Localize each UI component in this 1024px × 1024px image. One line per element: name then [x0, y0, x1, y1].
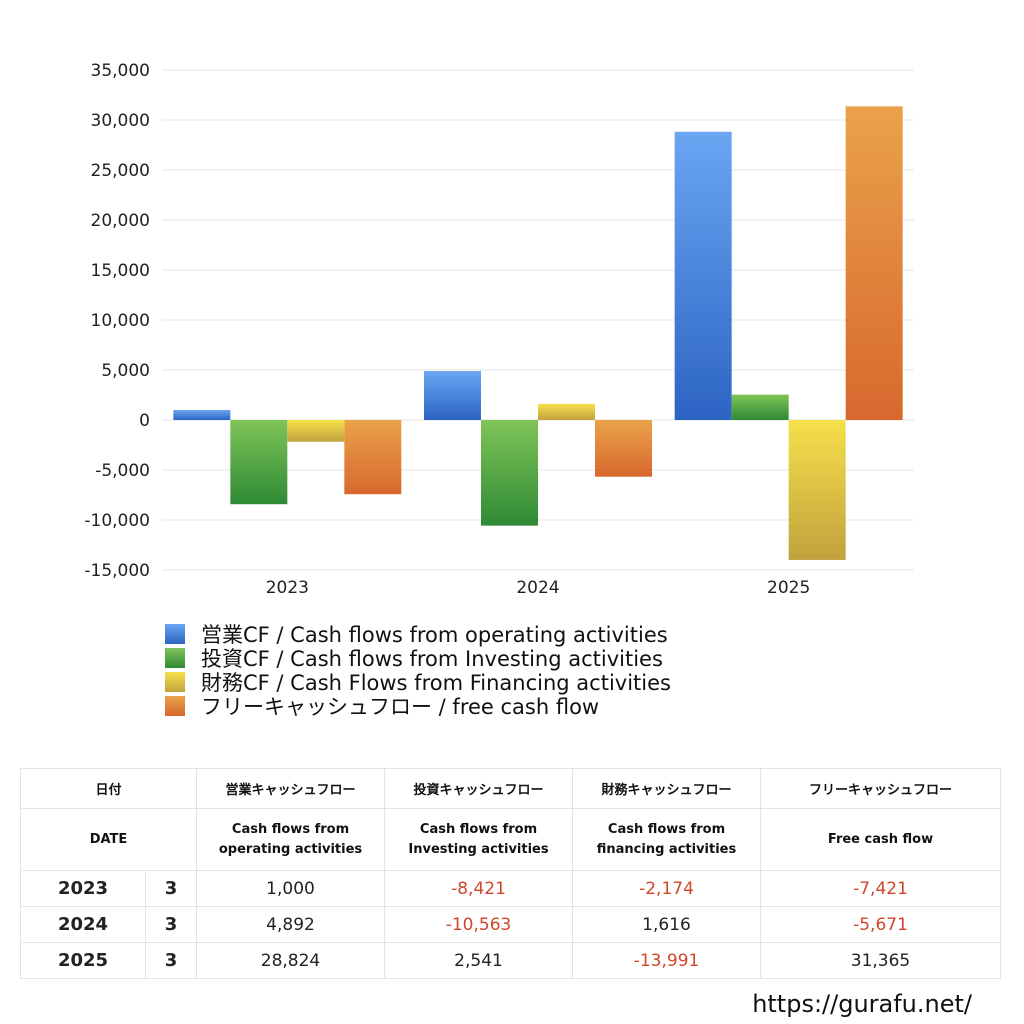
legend-label-investing: 投資CF / Cash flows from Investing activit… — [201, 647, 663, 671]
bar-2025-series-2 — [788, 420, 846, 560]
cell-free-cash-flow: -5,671 — [760, 906, 1002, 943]
cell-financing: -13,991 — [572, 942, 762, 979]
legend-swatch-financing — [165, 672, 185, 692]
legend-swatch-operating — [165, 624, 185, 644]
header-date-ja: 日付 — [19, 768, 198, 809]
legend-label-operating: 営業CF / Cash flows from operating activit… — [201, 623, 668, 647]
cell-financing: -2,174 — [572, 870, 762, 907]
x-axis: 2023 2024 2025 — [266, 578, 811, 598]
legend-item-operating: 営業CF / Cash flows from operating activit… — [165, 622, 671, 647]
cell-free-cash-flow: -7,421 — [760, 870, 1002, 907]
header-operating-ja: 営業キャッシュフロー — [196, 768, 386, 809]
legend-item-free-cash-flow: フリーキャッシュフロー / free cash flow — [165, 694, 671, 719]
bar-2024-series-2 — [538, 403, 595, 420]
header-investing-en: Cash flows from Investing activities — [384, 808, 574, 871]
y-tick-label: 25,000 — [91, 161, 150, 181]
x-tick-label: 2024 — [516, 578, 559, 598]
bar-2023-series-3 — [344, 420, 402, 495]
y-tick-label: 20,000 — [91, 211, 150, 231]
header-investing-ja: 投資キャッシュフロー — [384, 768, 574, 809]
legend-label-financing: 財務CF / Cash Flows from Financing activit… — [201, 671, 671, 695]
bar-2023-series-0 — [173, 410, 231, 420]
cell-free-cash-flow: 31,365 — [760, 942, 1002, 979]
y-tick-label: -10,000 — [84, 511, 150, 531]
y-tick-label: 15,000 — [91, 261, 150, 281]
bar-2025-series-0 — [674, 131, 732, 420]
row-year: 2023 — [20, 870, 146, 907]
chart-legend: 営業CF / Cash flows from operating activit… — [165, 622, 671, 719]
bar-2023-series-1 — [230, 420, 288, 505]
bar-2024-series-0 — [424, 371, 481, 420]
cell-investing: -10,563 — [384, 906, 574, 943]
header-free-cash-flow-ja: フリーキャッシュフロー — [760, 768, 1002, 809]
header-financing-ja: 財務キャッシュフロー — [572, 768, 762, 809]
header-operating-en-line2: operating activities — [218, 841, 363, 857]
y-tick-label: 5,000 — [101, 361, 150, 381]
bar-2024-series-1 — [481, 420, 538, 526]
footer-url[interactable]: https://gurafu.net/ — [752, 990, 972, 1018]
header-investing-en-line1: Cash flows from — [419, 821, 538, 837]
cell-financing: 1,616 — [572, 906, 762, 943]
y-tick-label: -5,000 — [95, 461, 150, 481]
cell-operating: 4,892 — [196, 906, 386, 943]
cell-operating: 28,824 — [196, 942, 386, 979]
cell-investing: -8,421 — [384, 870, 574, 907]
legend-swatch-investing — [165, 648, 185, 668]
row-month: 3 — [144, 906, 198, 943]
header-operating-en-line1: Cash flows from — [231, 821, 350, 837]
bar-2025-series-1 — [731, 394, 789, 420]
row-month: 3 — [144, 870, 198, 907]
y-tick-label: -15,000 — [84, 561, 150, 581]
row-year: 2024 — [20, 906, 146, 943]
bar-2023-series-2 — [287, 420, 345, 442]
header-free-cash-flow-en: Free cash flow — [760, 808, 1002, 871]
y-tick-label: 0 — [139, 411, 150, 431]
bars — [173, 106, 903, 560]
table-row: 2025 3 28,824 2,541 -13,991 31,365 — [20, 942, 1002, 979]
table-row: 2023 3 1,000 -8,421 -2,174 -7,421 — [20, 870, 1002, 907]
x-tick-label: 2025 — [767, 578, 810, 598]
header-financing-en-line2: financing activities — [596, 841, 737, 857]
legend-item-financing: 財務CF / Cash Flows from Financing activit… — [165, 670, 671, 695]
header-date-en: DATE — [19, 808, 198, 871]
legend-label-free-cash-flow: フリーキャッシュフロー / free cash flow — [201, 695, 600, 719]
header-financing-en: Cash flows from financing activities — [572, 808, 762, 871]
header-operating-en: Cash flows from operating activities — [196, 808, 386, 871]
legend-item-investing: 投資CF / Cash flows from Investing activit… — [165, 646, 671, 671]
bar-2025-series-3 — [845, 106, 903, 420]
cell-operating: 1,000 — [196, 870, 386, 907]
header-investing-en-line2: Investing activities — [408, 841, 549, 857]
table-header-row-en: DATE Cash flows from operating activities… — [19, 808, 1002, 871]
legend-swatch-free-cash-flow — [165, 696, 185, 716]
table-header-row-ja: 日付 営業キャッシュフロー 投資キャッシュフロー 財務キャッシュフロー フリーキ… — [19, 768, 1002, 809]
row-month: 3 — [144, 942, 198, 979]
cash-flow-chart: 35,000 30,000 25,000 20,000 15,000 10,000 5,00… — [84, 61, 914, 598]
y-axis: 35,000 30,000 25,000 20,000 15,000 10,000 5,00… — [84, 61, 150, 581]
y-tick-label: 30,000 — [91, 111, 150, 131]
cash-flow-table: 日付 営業キャッシュフロー 投資キャッシュフロー 財務キャッシュフロー フリーキ… — [19, 768, 1002, 979]
x-tick-label: 2023 — [266, 578, 309, 598]
bar-2024-series-3 — [595, 420, 652, 477]
header-financing-en-line1: Cash flows from — [607, 821, 726, 837]
row-year: 2025 — [20, 942, 146, 979]
y-tick-label: 35,000 — [91, 61, 150, 81]
cell-investing: 2,541 — [384, 942, 574, 979]
y-tick-label: 10,000 — [91, 311, 150, 331]
table-row: 2024 3 4,892 -10,563 1,616 -5,671 — [20, 906, 1002, 943]
